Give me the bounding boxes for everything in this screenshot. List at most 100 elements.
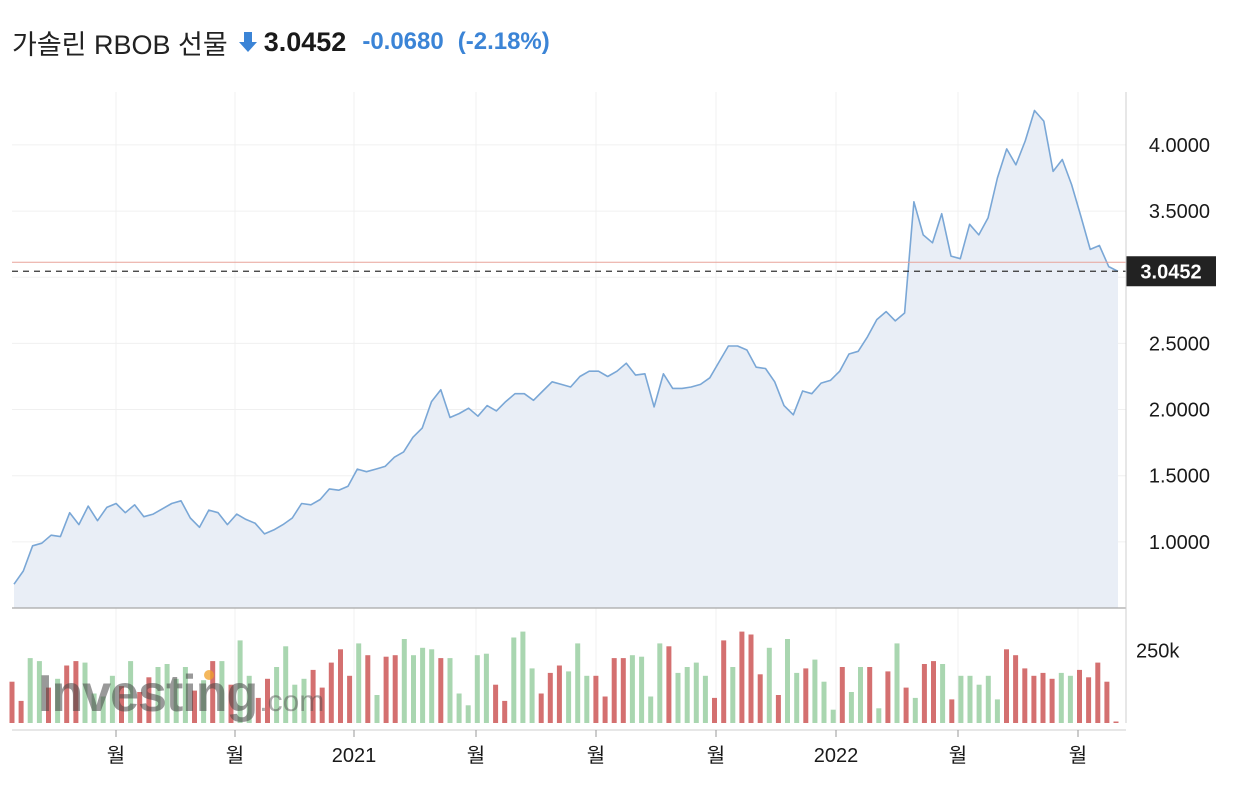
volume-bar bbox=[958, 675, 964, 723]
volume-bar bbox=[182, 667, 188, 723]
y-tick-label: 1.5000 bbox=[1149, 466, 1210, 488]
price-area-fill bbox=[14, 110, 1118, 608]
x-tick-label: 월 bbox=[226, 744, 244, 767]
volume-bar bbox=[785, 639, 790, 723]
volume-bar bbox=[858, 667, 863, 723]
volume-bar bbox=[392, 655, 398, 723]
volume-bar bbox=[584, 675, 590, 723]
volume-bar bbox=[511, 637, 517, 723]
volume-bar bbox=[27, 658, 33, 723]
volume-bar bbox=[219, 661, 225, 723]
volume-bar bbox=[137, 692, 143, 723]
volume-bar bbox=[693, 662, 699, 723]
volume-bar bbox=[210, 661, 216, 723]
y-tick-label: 1.0000 bbox=[1149, 532, 1210, 554]
volume-bar bbox=[228, 684, 234, 723]
y-tick-label: 2.0000 bbox=[1149, 400, 1210, 422]
x-tick-label: 2021 bbox=[332, 745, 377, 767]
volume-bar bbox=[109, 675, 115, 723]
volume-bar bbox=[411, 655, 416, 723]
volume-bar bbox=[931, 661, 936, 723]
volume-bar bbox=[976, 684, 982, 723]
last-price: 3.0452 bbox=[263, 26, 347, 57]
volume-bar bbox=[848, 692, 854, 723]
last-price-label: 3.0452 bbox=[1140, 261, 1201, 283]
volume-bar bbox=[55, 678, 61, 723]
y-tick-label: 3.5000 bbox=[1149, 201, 1210, 223]
volume-bar bbox=[356, 643, 362, 723]
volume-bar bbox=[556, 665, 562, 723]
volume-bar bbox=[821, 681, 827, 723]
volume-bar bbox=[985, 675, 991, 723]
volume-bar bbox=[949, 699, 955, 723]
volume-bar bbox=[447, 658, 453, 723]
volume-bar bbox=[611, 658, 617, 723]
volume-bar bbox=[429, 649, 435, 723]
volume-bar bbox=[128, 661, 134, 723]
volume-bar bbox=[237, 640, 243, 723]
volume-bar bbox=[155, 667, 161, 723]
volume-bar bbox=[529, 668, 535, 723]
volume-bar bbox=[46, 687, 51, 723]
volume-bar bbox=[794, 672, 800, 723]
volume-bar bbox=[265, 678, 270, 723]
x-tick-label: 월 bbox=[1069, 744, 1087, 767]
volume-bar bbox=[474, 655, 480, 723]
price-chart[interactable]: 1.00001.50002.00002.50003.00003.50004.00… bbox=[0, 80, 1246, 810]
volume-bar bbox=[246, 675, 252, 723]
volume-bar bbox=[1013, 655, 1019, 723]
x-tick-label: 월 bbox=[707, 744, 725, 767]
volume-bar bbox=[967, 675, 973, 723]
x-tick-label: 월 bbox=[949, 744, 967, 767]
volume-bar bbox=[73, 661, 79, 723]
volume-bar bbox=[894, 643, 900, 723]
volume-bar bbox=[876, 708, 882, 723]
volume-bar bbox=[666, 646, 672, 723]
volume-bar bbox=[629, 655, 635, 723]
volume-bar bbox=[36, 661, 42, 723]
volume-bar bbox=[994, 699, 1000, 723]
volume-bar bbox=[192, 690, 197, 723]
volume-bar bbox=[1040, 672, 1046, 723]
volume-bar bbox=[401, 639, 407, 723]
volume-bar bbox=[1022, 668, 1028, 723]
volume-bar bbox=[775, 695, 781, 723]
volume-bar bbox=[374, 695, 380, 723]
volume-bar bbox=[702, 675, 708, 723]
volume-bar bbox=[566, 671, 572, 723]
arrow-down-icon bbox=[238, 32, 257, 52]
volume-bar bbox=[283, 646, 289, 723]
price-change-percent: (-2.18%) bbox=[457, 28, 550, 55]
last-price-box bbox=[1126, 256, 1216, 287]
volume-bar bbox=[812, 659, 818, 723]
price-change: -0.0680 bbox=[362, 28, 444, 55]
volume-bar bbox=[18, 700, 24, 723]
volume-bar bbox=[1104, 681, 1110, 723]
volume-bar bbox=[338, 649, 343, 723]
instrument-title: 가솔린 RBOB 선물 bbox=[12, 29, 228, 60]
volume-bar bbox=[82, 662, 88, 723]
chart-header: 가솔린 RBOB 선물 3.0452 -0.0680 (-2.18%) bbox=[12, 20, 550, 64]
volume-bar bbox=[538, 693, 544, 723]
volume-bar bbox=[748, 634, 754, 723]
volume-bar bbox=[1095, 662, 1101, 723]
volume-bar bbox=[301, 678, 307, 723]
volume-bar bbox=[885, 671, 891, 723]
price-series-line[interactable] bbox=[13, 109, 1119, 585]
volume-bar bbox=[940, 664, 946, 723]
volume-bar bbox=[420, 647, 426, 723]
x-tick-label: 월 bbox=[107, 744, 125, 767]
volume-bar bbox=[64, 665, 70, 723]
x-tick-label: 월 bbox=[587, 744, 605, 767]
y-tick-label: 4.0000 bbox=[1149, 135, 1210, 157]
volume-bar bbox=[201, 680, 207, 723]
volume-bar bbox=[493, 684, 499, 723]
volume-bar bbox=[1004, 649, 1009, 723]
volume-bar bbox=[602, 696, 608, 723]
volume-bar bbox=[721, 640, 727, 723]
volume-bar bbox=[292, 684, 298, 723]
volume-bar bbox=[1058, 672, 1064, 723]
volume-bar bbox=[912, 697, 918, 723]
y-tick-label: 2.5000 bbox=[1149, 333, 1210, 355]
volume-bar bbox=[575, 643, 581, 723]
